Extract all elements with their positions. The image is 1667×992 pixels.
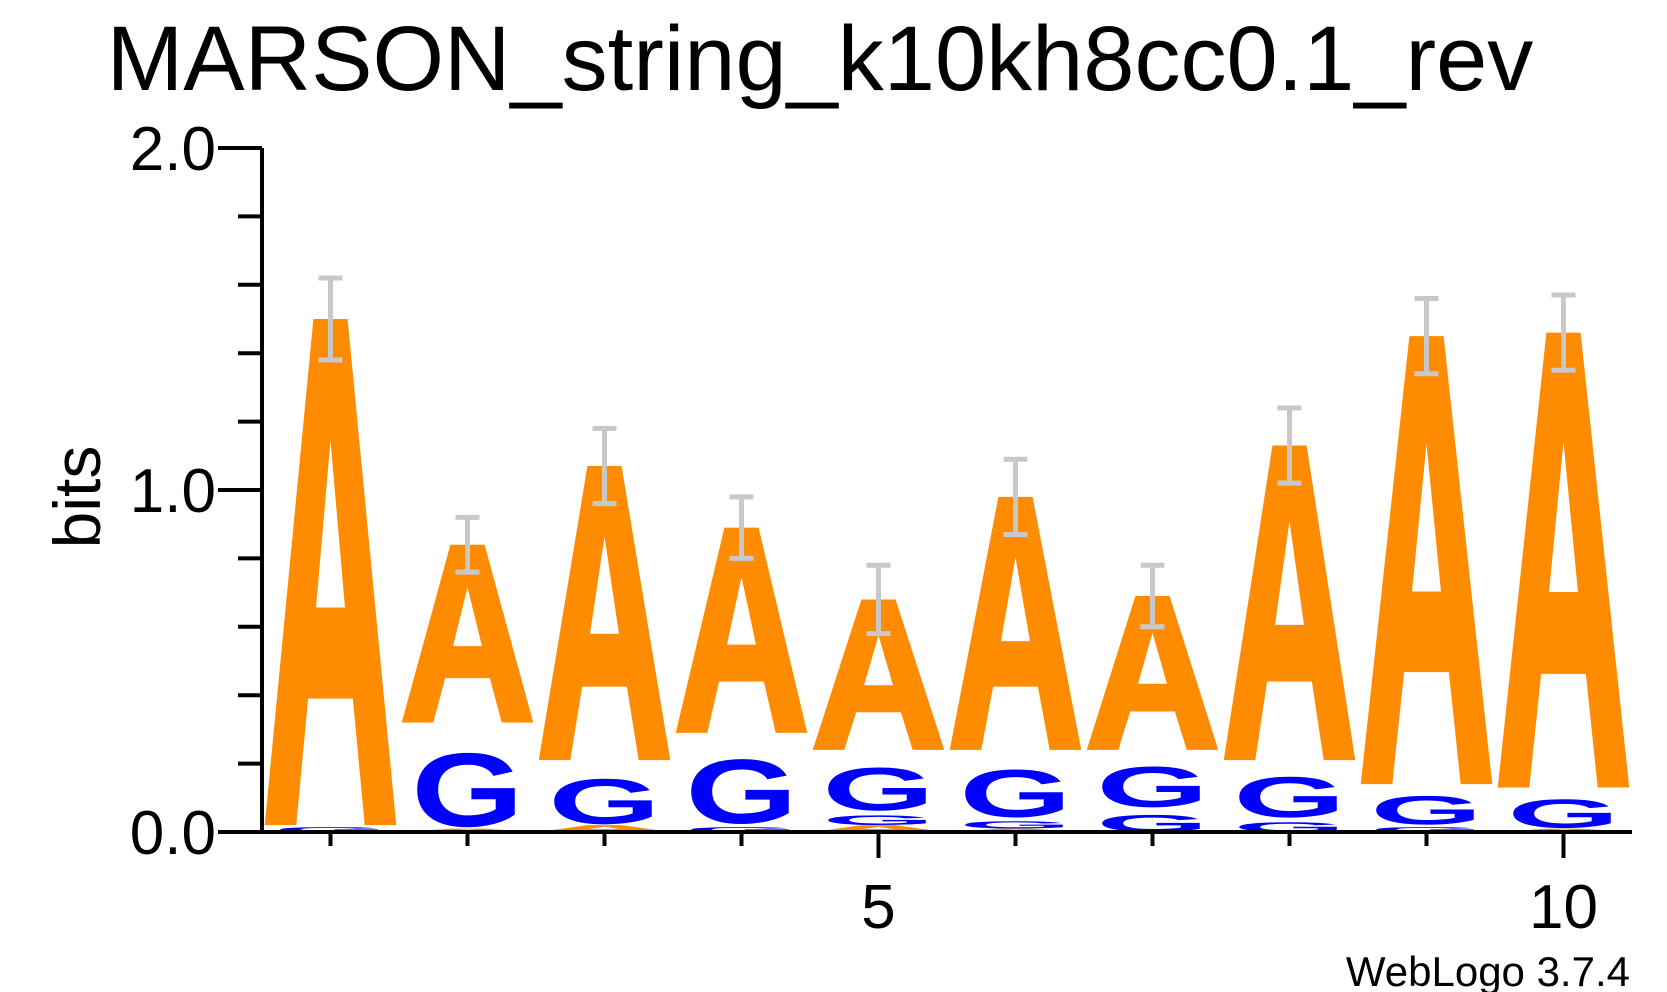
svg-text:G: G	[959, 756, 1071, 832]
letter-G-pos6-3: G	[959, 756, 1071, 832]
svg-text:G: G	[685, 740, 797, 843]
x-tick-label: 10	[1529, 873, 1598, 942]
letter-A-pos9-3	[1361, 336, 1493, 784]
svg-text:G: G	[548, 766, 660, 838]
x-tick-label: 5	[861, 873, 895, 942]
svg-text:G: G	[1233, 765, 1345, 829]
letter-G-pos10-2: G	[1507, 791, 1619, 836]
letter-A-pos10-3	[1498, 333, 1630, 788]
svg-text:G: G	[1096, 755, 1208, 819]
svg-text:G: G	[822, 755, 934, 823]
letter-A-pos3-3	[539, 466, 671, 760]
letter-G-pos4-2: G	[685, 740, 797, 843]
y-tick-label: 2.0	[130, 115, 216, 184]
letter-A-pos1-2	[265, 319, 397, 825]
letter-G-pos8-2: G	[1233, 765, 1345, 829]
footer-version: WebLogo 3.7.4	[1346, 948, 1630, 992]
letter-G-pos9-2: G	[1370, 788, 1482, 833]
y-tick-label: 1.0	[130, 457, 216, 526]
svg-text:G: G	[1507, 791, 1619, 836]
y-axis-label: bits	[40, 446, 114, 549]
letter-G-pos7-2: G	[1096, 755, 1208, 819]
y-tick-label: 0.0	[130, 799, 216, 868]
letter-G-pos3-2: G	[548, 766, 660, 838]
letter-A-pos8-3	[1224, 446, 1356, 761]
letter-G-pos5-3: G	[822, 755, 934, 823]
svg-text:G: G	[1370, 788, 1482, 833]
chart-title: MARSON_string_k10kh8cc0.1_rev	[107, 8, 1534, 110]
